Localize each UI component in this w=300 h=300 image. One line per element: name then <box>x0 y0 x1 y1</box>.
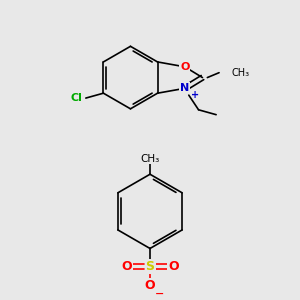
Text: −: − <box>155 288 164 298</box>
Text: CH₃: CH₃ <box>232 68 250 78</box>
Text: O: O <box>145 279 155 292</box>
Text: N: N <box>180 83 190 93</box>
Text: CH₃: CH₃ <box>140 154 160 164</box>
Text: O: O <box>180 62 190 72</box>
Text: Cl: Cl <box>70 93 82 103</box>
Text: O: O <box>121 260 132 273</box>
Text: S: S <box>146 260 154 273</box>
Text: +: + <box>190 90 199 100</box>
Text: O: O <box>168 260 179 273</box>
